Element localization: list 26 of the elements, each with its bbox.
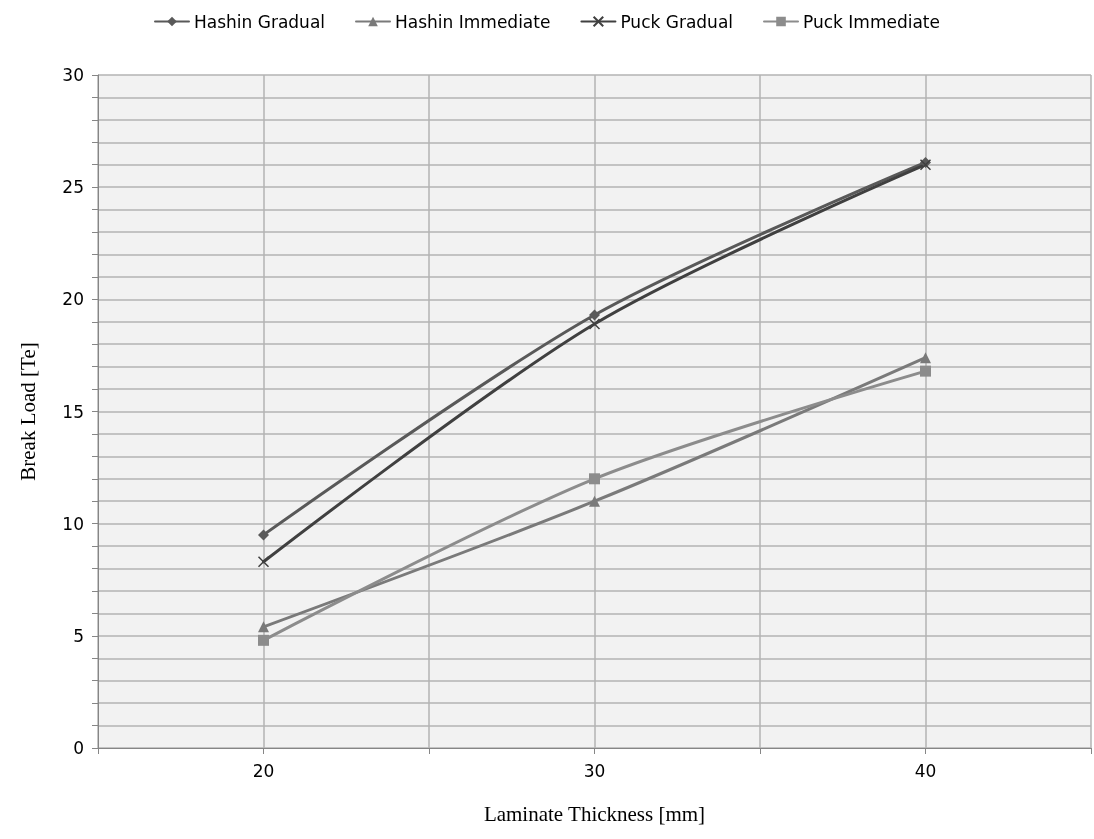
x-tick-label: 30 [583,760,606,781]
point [589,309,600,321]
point [920,365,931,377]
y-tick-label: 25 [62,177,84,198]
legend-label: Hashin Gradual [194,11,326,32]
point [258,529,269,541]
x-tick-label: 20 [252,760,275,781]
point [589,495,600,507]
legend-label: Hashin Immediate [395,11,551,32]
y-axis-title: Break Load [Te] [15,342,40,481]
point [920,352,931,364]
legend-label: Puck Immediate [803,11,940,32]
point [588,318,601,330]
x-tick-label: 40 [914,760,937,781]
y-tick-label: 20 [62,289,84,310]
y-tick-label: 30 [62,65,84,85]
y-tick-label: 5 [73,625,84,646]
point [258,634,269,646]
y-tick-label: 10 [62,513,84,534]
y-tick-label: 15 [62,401,84,422]
point [258,621,269,633]
point [257,556,270,568]
y-tick-label: 0 [73,738,84,758]
point [589,473,600,485]
legend-label: Puck Gradual [620,11,734,32]
x-axis-title: Laminate Thickness [mm] [483,801,706,826]
